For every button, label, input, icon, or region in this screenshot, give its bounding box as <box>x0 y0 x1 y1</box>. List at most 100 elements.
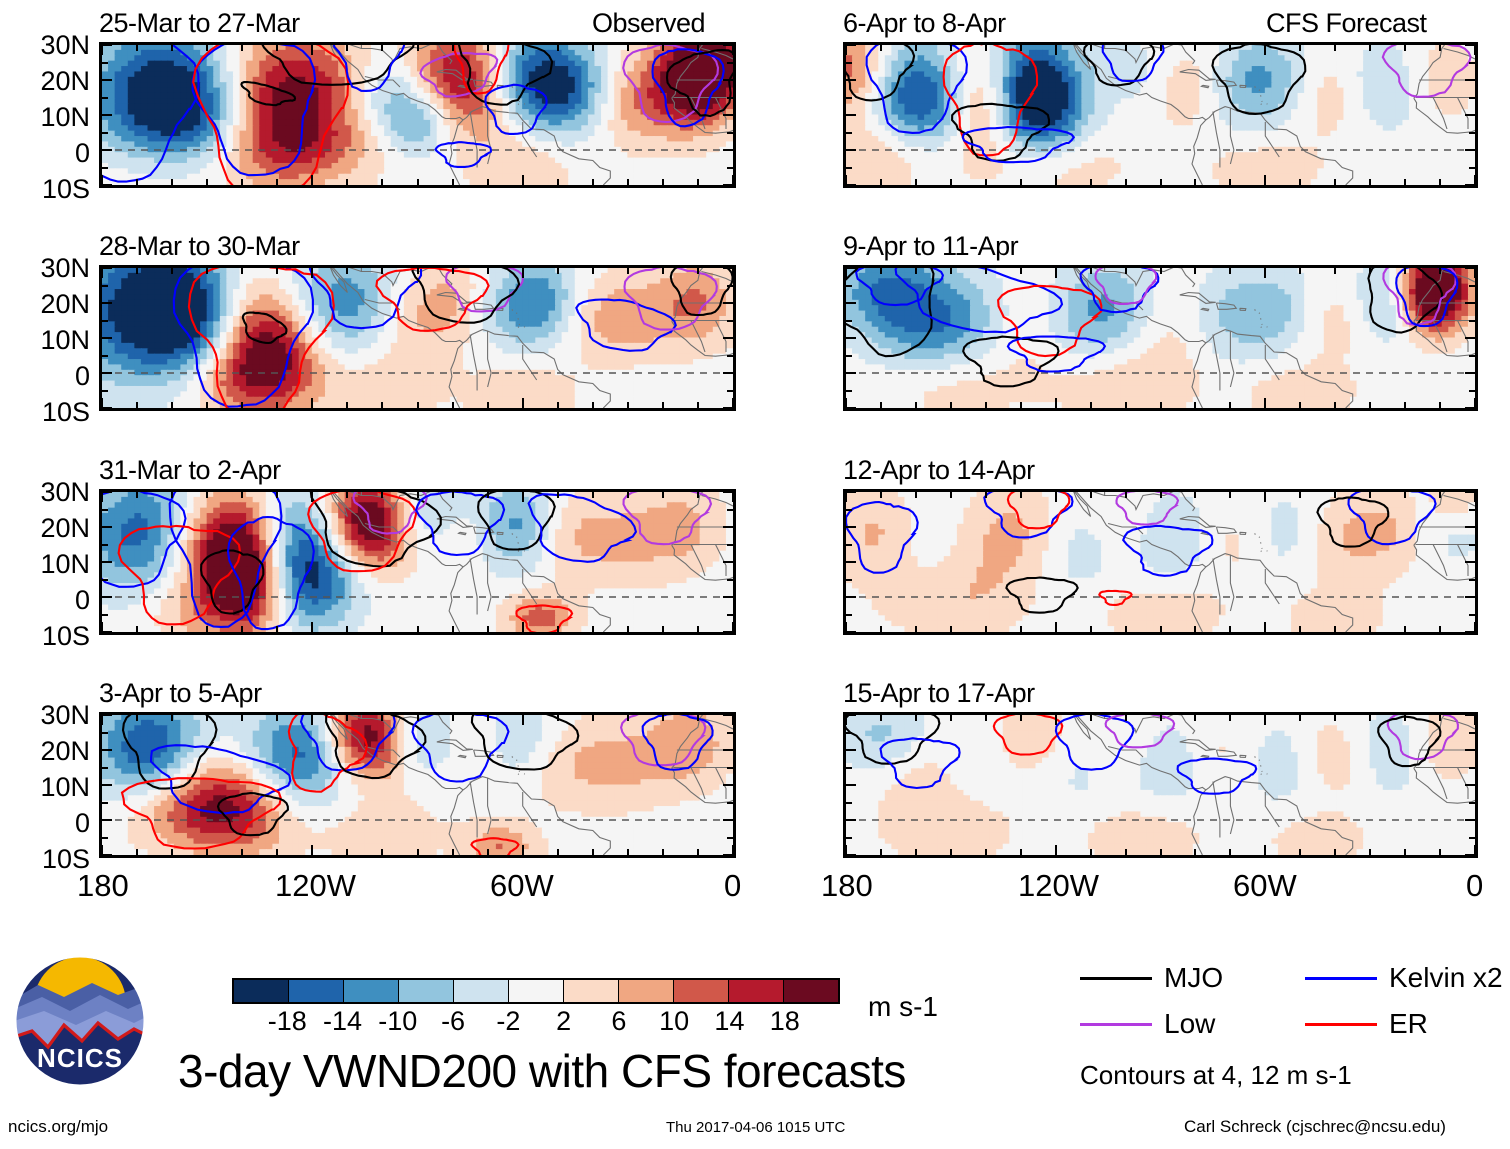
colorbar-tick-label: -18 <box>268 1006 307 1037</box>
legend-item-kelvin: Kelvin x2 <box>1305 962 1503 994</box>
legend-item-low: Low <box>1080 1008 1215 1040</box>
x-tick-label: 60W <box>490 868 554 904</box>
wave-contours <box>102 492 713 632</box>
y-tick-label: 10N <box>12 549 90 580</box>
x-tick-label: 120W <box>275 868 356 904</box>
y-tick-label: 10N <box>12 325 90 356</box>
footer-timestamp: Thu 2017-04-06 1015 UTC <box>666 1119 845 1136</box>
colorbar-swatches <box>232 978 840 1004</box>
colorbar-tick-label: 2 <box>556 1006 571 1037</box>
ncics-logo-text: NCICS <box>14 1043 146 1074</box>
y-tick-label: 20N <box>12 289 90 320</box>
colorbar <box>232 978 840 1004</box>
colorbar-tick-label: -10 <box>378 1006 417 1037</box>
map-raster <box>846 715 1475 855</box>
colorbar-segment <box>344 980 399 1002</box>
map-raster <box>102 268 733 408</box>
colorbar-segment <box>454 980 509 1002</box>
map-panel-cfs-1[interactable] <box>843 42 1478 188</box>
panel-title-cfs-4: 15-Apr to 17-Apr <box>843 678 1035 709</box>
colorbar-segment <box>234 980 289 1002</box>
ncics-logo: NCICS <box>14 955 146 1087</box>
colorbar-segment <box>399 980 454 1002</box>
y-tick-label: 0 <box>12 361 90 392</box>
y-tick-label: 20N <box>12 513 90 544</box>
figure-title: 3-day VWND200 with CFS forecasts <box>178 1044 906 1098</box>
colorbar-segment <box>289 980 344 1002</box>
x-tick-label: 120W <box>1018 868 1099 904</box>
panel-title-cfs-3: 12-Apr to 14-Apr <box>843 455 1035 486</box>
map-raster <box>846 268 1475 408</box>
colorbar-segment <box>784 980 838 1002</box>
map-panel-cfs-3[interactable] <box>843 489 1478 635</box>
legend-label-mjo: MJO <box>1164 962 1223 994</box>
wave-contours <box>846 268 1459 388</box>
y-tick-label: 30N <box>12 477 90 508</box>
y-tick-label: 10N <box>12 102 90 133</box>
colorbar-tick-label: 18 <box>770 1006 800 1037</box>
map-raster <box>846 492 1475 632</box>
map-raster <box>102 45 733 185</box>
coastlines <box>330 268 733 408</box>
colorbar-segment <box>509 980 564 1002</box>
map-raster <box>102 715 733 855</box>
x-tick-label: 0 <box>1466 868 1483 904</box>
colorbar-tick-label: 6 <box>611 1006 626 1037</box>
panel-title-obs-4: 3-Apr to 5-Apr <box>99 678 262 709</box>
panel-title-cfs-2: 9-Apr to 11-Apr <box>843 231 1019 262</box>
y-tick-label: 30N <box>12 253 90 284</box>
coastlines <box>1073 268 1475 408</box>
x-tick-label: 180 <box>821 868 873 904</box>
legend-item-mjo: MJO <box>1080 962 1223 994</box>
x-tick-label: 60W <box>1233 868 1297 904</box>
panel-title-cfs-1: 6-Apr to 8-Apr <box>843 8 1006 39</box>
panel-title-obs-1: 25-Mar to 27-Mar <box>99 8 300 39</box>
x-tick-label: 180 <box>77 868 129 904</box>
wave-contours <box>120 715 714 855</box>
y-tick-label: 20N <box>12 66 90 97</box>
map-raster <box>846 45 1475 185</box>
colorbar-tick-label: -14 <box>323 1006 362 1037</box>
wave-contours <box>846 492 1437 614</box>
y-tick-label: 20N <box>12 736 90 767</box>
y-tick-label: 0 <box>12 138 90 169</box>
map-panel-cfs-2[interactable] <box>843 265 1478 411</box>
colorbar-unit-label: m s-1 <box>868 991 938 1023</box>
legend-line-er <box>1305 1022 1377 1026</box>
legend-label-er: ER <box>1389 1008 1428 1040</box>
wave-contours <box>172 268 733 408</box>
y-tick-label: 0 <box>12 585 90 616</box>
x-tick-label: 0 <box>724 868 741 904</box>
legend-label-kelvin: Kelvin x2 <box>1389 962 1503 994</box>
footer-site-link[interactable]: ncics.org/mjo <box>8 1117 108 1137</box>
legend-item-er: ER <box>1305 1008 1428 1040</box>
map-panel-obs-3[interactable] <box>99 489 736 635</box>
y-tick-label: 30N <box>12 30 90 61</box>
colorbar-tick-label: 10 <box>659 1006 689 1037</box>
map-panel-obs-4[interactable] <box>99 712 736 858</box>
y-tick-label: 10S <box>12 397 90 428</box>
y-tick-label: 30N <box>12 700 90 731</box>
legend-label-low: Low <box>1164 1008 1215 1040</box>
legend-contour-note: Contours at 4, 12 m s-1 <box>1080 1060 1352 1091</box>
colorbar-segment <box>564 980 619 1002</box>
map-panel-obs-2[interactable] <box>99 265 736 411</box>
footer-author: Carl Schreck (cjschrec@ncsu.edu) <box>1184 1117 1446 1137</box>
map-panel-obs-1[interactable] <box>99 42 736 188</box>
y-tick-label: 10N <box>12 772 90 803</box>
panel-title-obs-3: 31-Mar to 2-Apr <box>99 455 281 486</box>
map-panel-cfs-4[interactable] <box>843 712 1478 858</box>
panel-title-obs-2: 28-Mar to 30-Mar <box>99 231 300 262</box>
legend-line-low <box>1080 1022 1152 1026</box>
colorbar-tick-labels: -18 -14 -10 -6 -2 2 6 10 14 18 <box>232 1006 840 1036</box>
y-tick-label: 10S <box>12 621 90 652</box>
panel-grid: 30N 20N 10N 0 10S 30N 20N 10N 0 10S 30N … <box>12 8 1483 904</box>
wave-contours <box>846 45 1472 164</box>
column-header-forecast: CFS Forecast <box>1266 8 1427 39</box>
colorbar-tick-label: -6 <box>441 1006 465 1037</box>
y-tick-label: 10S <box>12 844 90 875</box>
legend-line-mjo <box>1080 976 1152 980</box>
coastlines <box>330 492 733 632</box>
colorbar-segment <box>729 980 784 1002</box>
map-raster <box>102 492 733 632</box>
